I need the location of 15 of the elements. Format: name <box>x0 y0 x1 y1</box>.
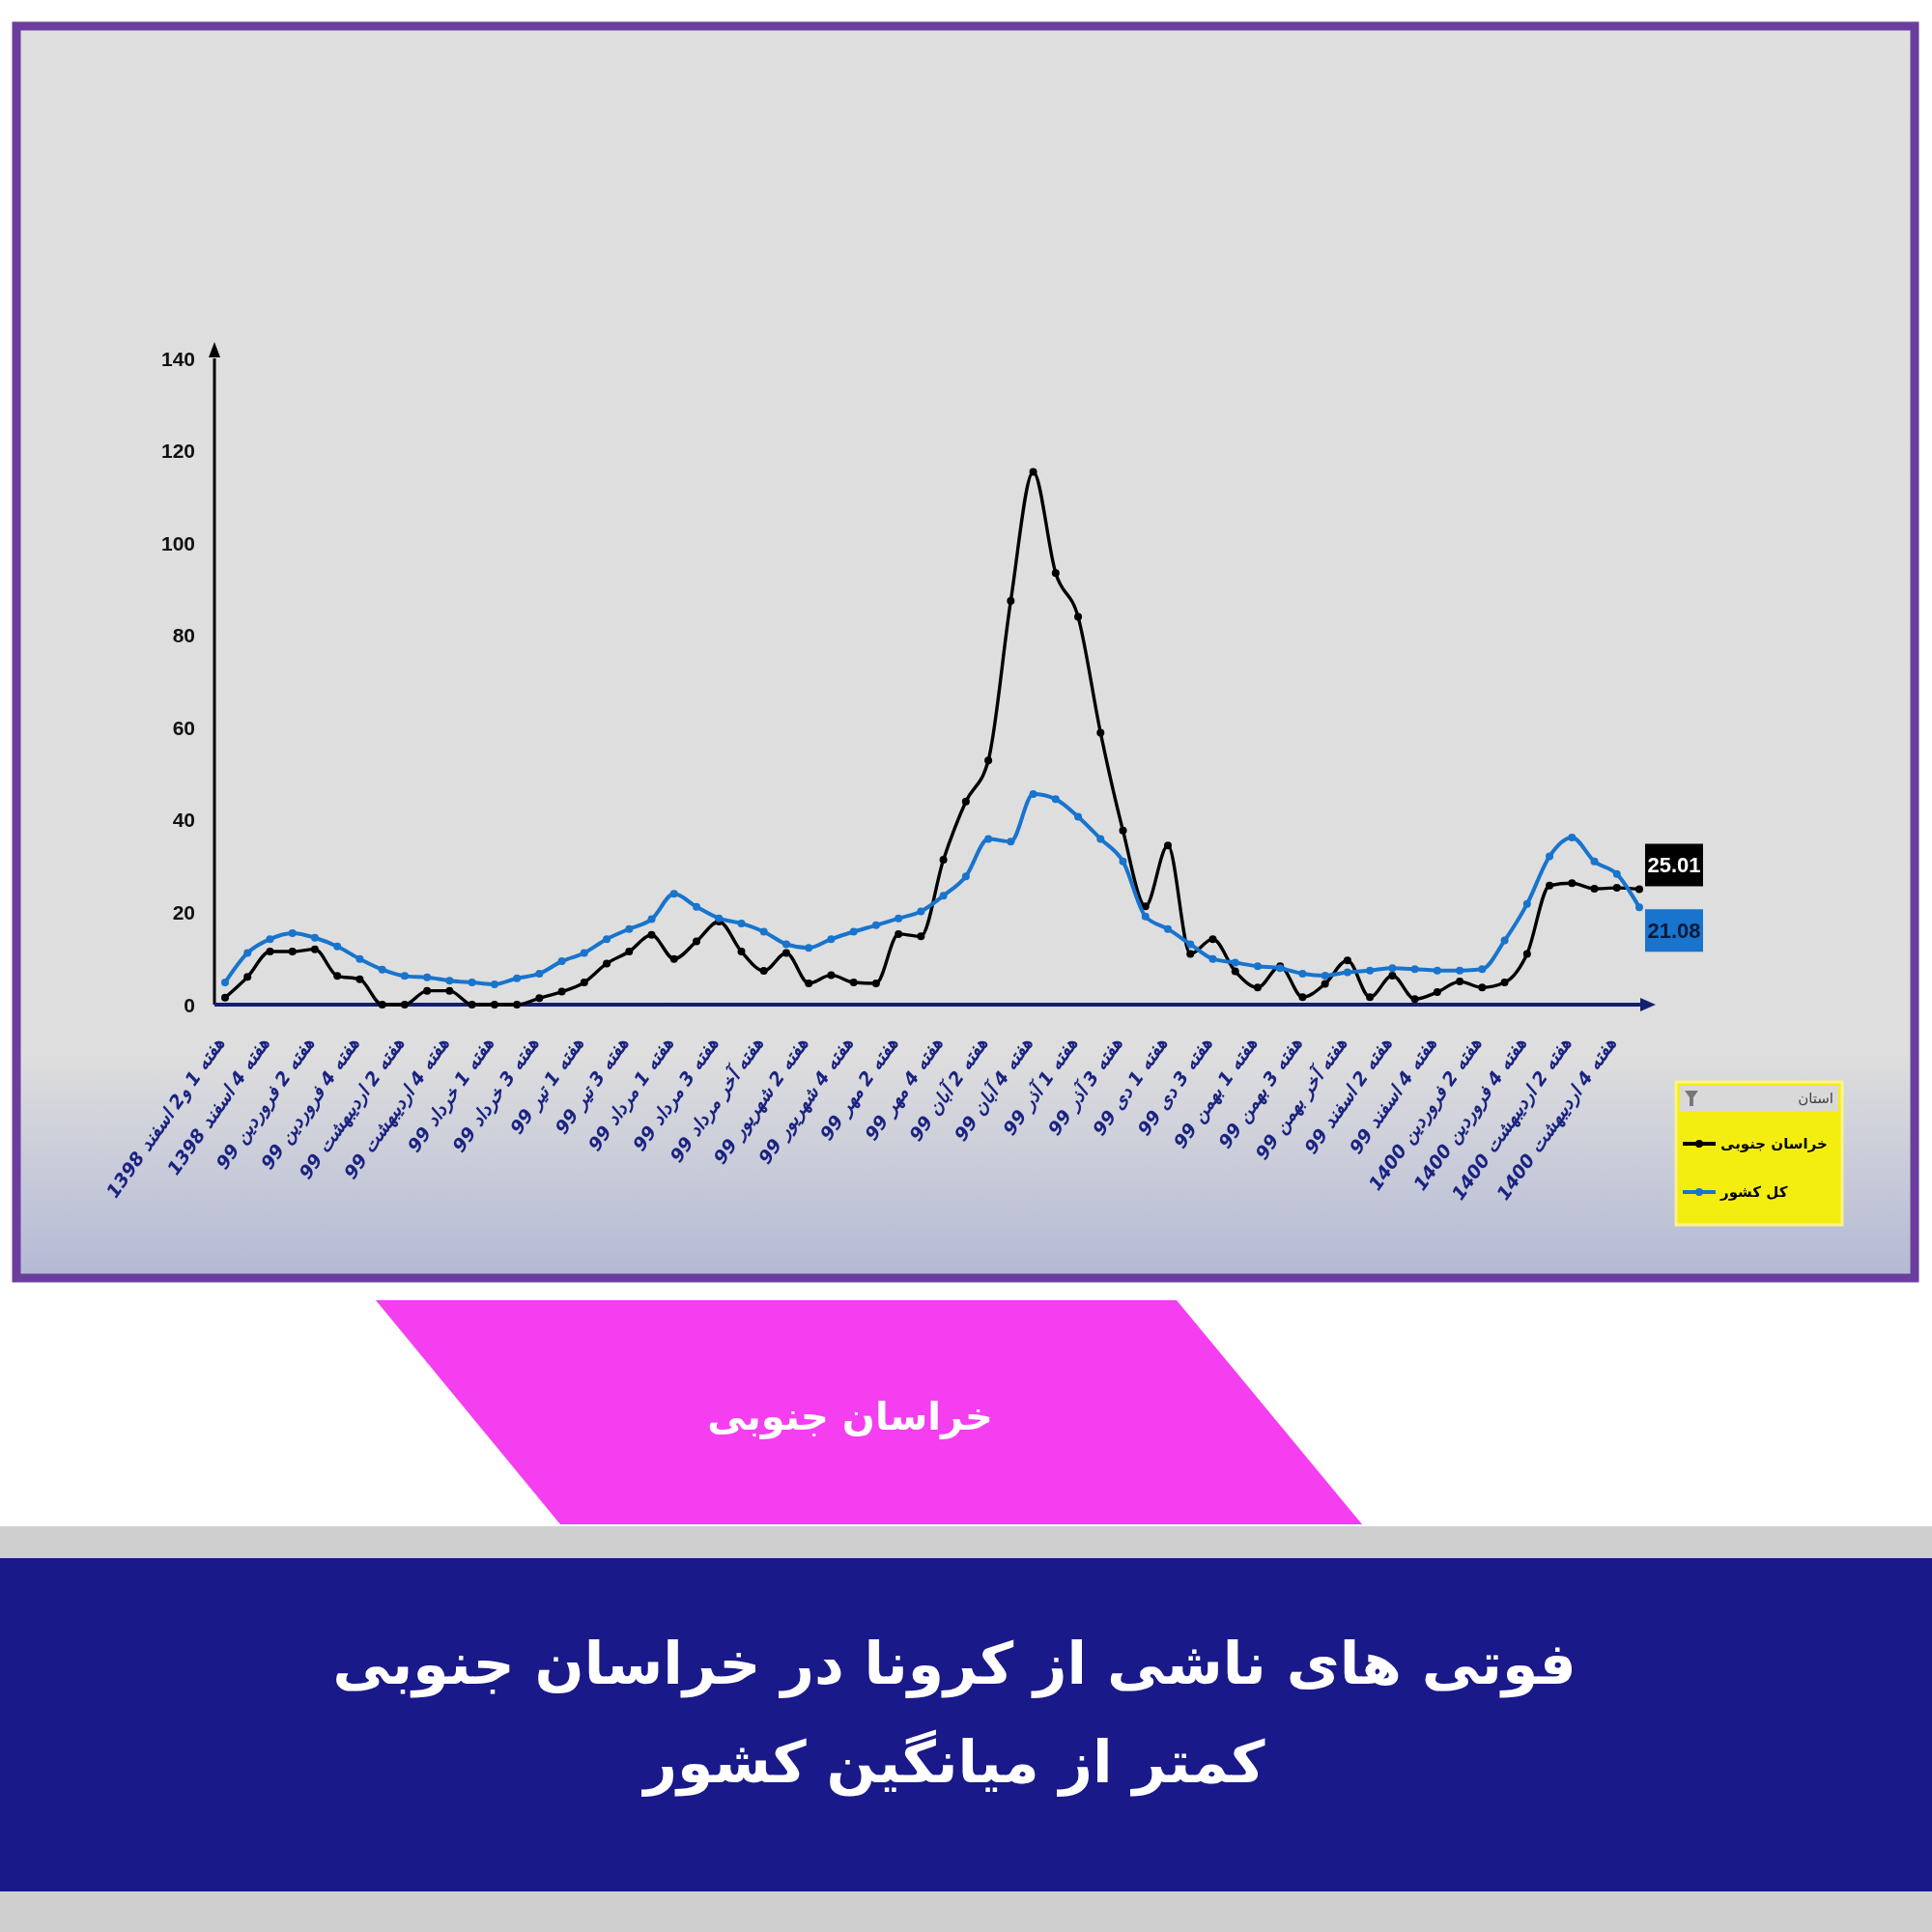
data-label: 21.08 <box>1647 918 1701 943</box>
y-tick-label: 120 <box>160 440 195 463</box>
legend-label: خراسان جنوبی <box>1720 1135 1828 1152</box>
legend-title: استان <box>1798 1090 1833 1107</box>
text: فوتی های ناشی از کرونا در خراسان جنوبی کمتر از میانگین کشور <box>332 1630 1577 1797</box>
y-tick-label: 140 <box>160 347 195 370</box>
y-tick-label: 40 <box>172 809 195 832</box>
legend-label: کل کشور <box>1719 1183 1788 1201</box>
y-tick-label: 0 <box>184 993 195 1016</box>
y-tick-label: 60 <box>172 716 195 739</box>
text: خراسان جنوبی <box>707 1394 993 1439</box>
y-tick-label: 100 <box>160 531 195 554</box>
y-tick-label: 20 <box>172 900 195 923</box>
y-tick-label: 80 <box>172 624 195 647</box>
data-label: 25.01 <box>1647 852 1701 877</box>
